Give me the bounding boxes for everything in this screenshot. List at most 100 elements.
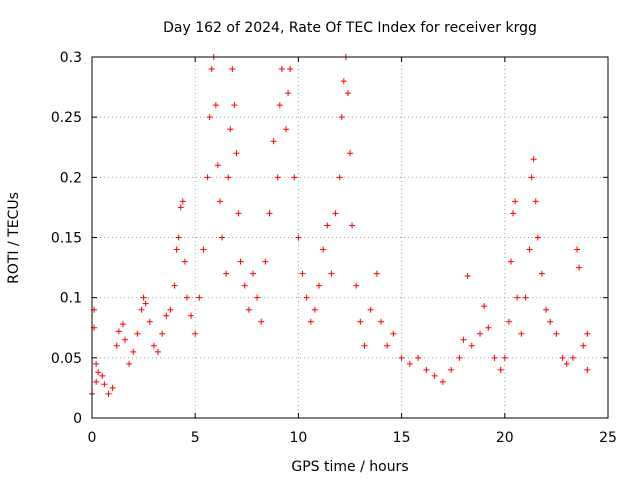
data-point xyxy=(225,174,232,181)
data-point xyxy=(510,210,517,217)
data-point xyxy=(167,306,174,313)
data-point xyxy=(99,372,106,379)
data-point xyxy=(311,306,318,313)
data-point xyxy=(142,300,149,307)
data-point xyxy=(574,246,581,253)
data-point xyxy=(507,258,514,265)
data-point xyxy=(237,258,244,265)
data-point xyxy=(181,258,188,265)
data-point xyxy=(584,330,591,337)
data-point xyxy=(320,246,327,253)
data-point xyxy=(505,318,512,325)
data-point xyxy=(146,318,153,325)
data-point xyxy=(200,246,207,253)
data-point xyxy=(316,282,323,289)
data-point xyxy=(534,234,541,241)
data-point xyxy=(528,174,535,181)
data-point xyxy=(518,330,525,337)
data-point xyxy=(266,210,273,217)
data-point xyxy=(105,390,112,397)
data-point xyxy=(477,330,484,337)
y-tick-label: 0.05 xyxy=(51,351,82,367)
data-point xyxy=(398,354,405,361)
data-point xyxy=(307,318,314,325)
data-point xyxy=(576,264,583,271)
data-point xyxy=(173,246,180,253)
data-point xyxy=(130,348,137,355)
data-point xyxy=(212,102,219,109)
data-point xyxy=(344,90,351,97)
data-point xyxy=(113,342,120,349)
y-tick-label: 0.3 xyxy=(60,50,82,66)
data-markers xyxy=(89,54,591,397)
x-axis-label: GPS time / hours xyxy=(291,459,408,475)
x-tick-label: 10 xyxy=(289,430,307,446)
data-point xyxy=(332,210,339,217)
data-point xyxy=(559,354,566,361)
data-point xyxy=(338,114,345,121)
data-point xyxy=(328,270,335,277)
data-point xyxy=(543,306,550,313)
x-tick-label: 5 xyxy=(191,430,200,446)
data-point xyxy=(140,294,147,301)
data-point xyxy=(196,294,203,301)
data-point xyxy=(367,306,374,313)
data-point xyxy=(340,78,347,85)
data-point xyxy=(580,342,587,349)
data-point xyxy=(456,354,463,361)
data-point xyxy=(415,354,422,361)
data-point xyxy=(177,204,184,211)
data-point xyxy=(229,66,236,73)
data-point xyxy=(468,342,475,349)
data-point xyxy=(347,150,353,157)
data-point xyxy=(134,330,141,337)
data-point xyxy=(254,294,261,301)
data-point xyxy=(373,270,380,277)
data-point xyxy=(245,306,252,313)
data-point xyxy=(512,198,519,205)
x-tick-label: 0 xyxy=(88,430,97,446)
data-point xyxy=(192,330,199,337)
axis-ticks: 0 5 10 15 20 25 0 0.05 0.1 0.15 0.2 0.25 0.3 xyxy=(51,50,617,446)
data-point xyxy=(235,210,242,217)
data-point xyxy=(126,360,133,367)
data-point xyxy=(485,324,492,331)
data-point xyxy=(353,282,360,289)
data-point xyxy=(532,198,539,205)
data-point xyxy=(291,174,298,181)
data-point xyxy=(285,90,292,97)
data-point xyxy=(119,321,126,328)
data-point xyxy=(406,360,413,367)
data-point xyxy=(227,126,234,133)
data-point xyxy=(101,381,108,388)
data-point xyxy=(241,282,248,289)
data-point xyxy=(349,222,356,229)
y-tick-label: 0 xyxy=(73,411,82,427)
data-point xyxy=(155,348,162,355)
y-tick-label: 0.1 xyxy=(60,291,82,307)
data-point xyxy=(122,336,129,343)
y-tick-label: 0.25 xyxy=(51,110,82,126)
data-point xyxy=(514,294,521,301)
data-point xyxy=(361,342,368,349)
data-point xyxy=(175,234,182,241)
data-point xyxy=(276,102,283,109)
data-point xyxy=(270,138,277,145)
data-point xyxy=(95,369,102,376)
data-point xyxy=(336,174,343,181)
data-point xyxy=(481,303,488,310)
data-point xyxy=(115,328,122,335)
data-point xyxy=(377,318,384,325)
data-point xyxy=(448,366,455,373)
data-point xyxy=(547,318,554,325)
data-point xyxy=(303,294,310,301)
plot-frame xyxy=(91,56,609,419)
data-point xyxy=(138,306,145,313)
data-point xyxy=(526,246,533,253)
chart-title: Day 162 of 2024, Rate Of TEC Index for r… xyxy=(163,20,537,36)
data-point xyxy=(423,366,430,373)
data-point xyxy=(501,354,508,361)
data-point xyxy=(299,270,306,277)
data-point xyxy=(295,234,302,241)
data-point xyxy=(188,312,195,319)
